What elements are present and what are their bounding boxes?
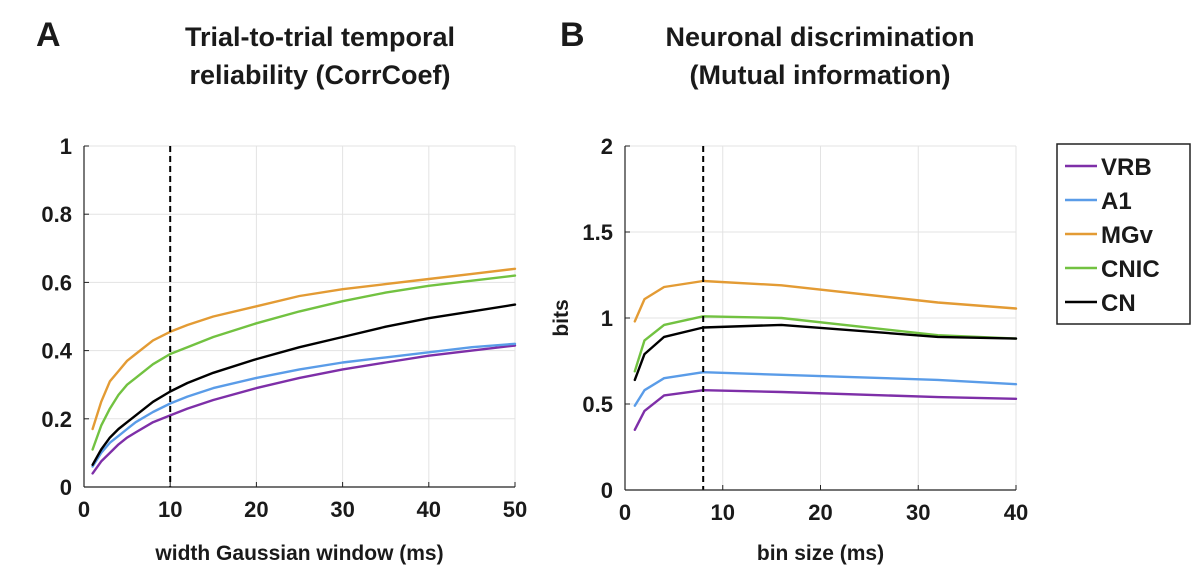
x-tick-label-b-2: 20 [808, 500, 832, 525]
panel-title-b-line1: Neuronal discrimination [665, 22, 975, 52]
panel-title-a-line1: Trial-to-trial temporal [184, 22, 456, 52]
x-tick-label-b-1: 10 [711, 500, 735, 525]
x-tick-label-a-1: 10 [158, 497, 182, 522]
panel-title-b-line2: (Mutual information) [689, 60, 951, 90]
y-tick-label-b-4: 2 [601, 134, 613, 159]
x-tick-label-b-3: 30 [906, 500, 930, 525]
legend-label-mgv: MGv [1101, 222, 1154, 249]
y-tick-label-b-3: 1.5 [582, 220, 613, 245]
x-tick-label-a-3: 30 [330, 497, 354, 522]
y-tick-label-a-0: 0 [60, 475, 72, 500]
y-tick-label-a-5: 1 [60, 134, 72, 159]
x-tick-label-a-2: 20 [244, 497, 268, 522]
x-tick-label-a-5: 50 [503, 497, 527, 522]
series-line-a-mgv [91, 267, 517, 431]
series-line-a-a1 [91, 342, 517, 468]
panel-title-a: Trial-to-trial temporal reliability (Cor… [120, 18, 520, 94]
y-tick-label-a-4: 0.8 [41, 202, 72, 227]
y-tick-label-a-2: 0.4 [41, 339, 72, 364]
panel-title-b: Neuronal discrimination (Mutual informat… [620, 18, 1020, 94]
series-line-b-cn [633, 323, 1018, 382]
series-line-b-cnic [633, 315, 1018, 373]
legend-label-vrb: VRB [1101, 154, 1152, 181]
series-line-b-a1 [633, 371, 1018, 407]
y-tick-label-a-1: 0.2 [41, 407, 72, 432]
panel-letter-b: B [560, 16, 585, 54]
y-tick-label-b-0: 0 [601, 478, 613, 503]
legend-label-a1: A1 [1101, 188, 1132, 215]
x-tick-label-b-0: 0 [619, 500, 631, 525]
series-line-a-vrb [91, 344, 517, 475]
series-line-b-vrb [633, 389, 1018, 431]
panel-title-a-line2: reliability (CorrCoef) [189, 60, 451, 90]
series-line-a-cn [91, 303, 517, 466]
series-line-b-mgv [633, 279, 1018, 323]
series-line-a-cnic [91, 274, 517, 451]
x-tick-label-a-4: 40 [417, 497, 441, 522]
x-axis-label-b: bin size (ms) [757, 542, 884, 565]
y-axis-label-b: bits [550, 299, 573, 336]
legend-label-cn: CN [1101, 290, 1136, 317]
x-tick-label-a-0: 0 [78, 497, 90, 522]
x-tick-label-b-4: 40 [1004, 500, 1028, 525]
x-axis-label-a: width Gaussian window (ms) [154, 542, 443, 565]
y-tick-label-b-2: 1 [601, 306, 613, 331]
panel-letter-a: A [36, 16, 61, 54]
y-tick-label-a-3: 0.6 [41, 270, 72, 295]
y-tick-label-b-1: 0.5 [582, 392, 613, 417]
legend-label-cnic: CNIC [1101, 256, 1160, 283]
